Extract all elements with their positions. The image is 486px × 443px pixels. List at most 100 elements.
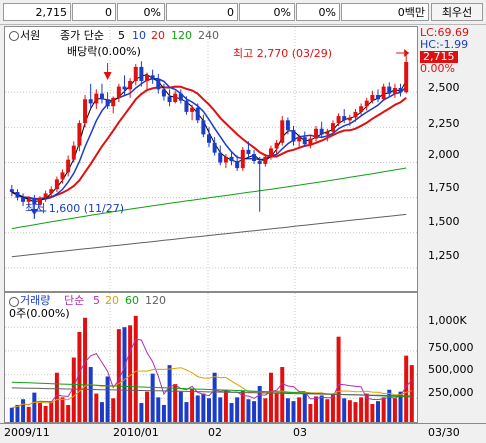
candle-body [297, 137, 302, 142]
volume-bar [26, 406, 31, 422]
ma-legend-prefix: 종가 단순 [60, 29, 104, 42]
field-4: 0% [296, 3, 340, 21]
candle-body [252, 154, 257, 162]
volume-bar [32, 392, 37, 422]
ma-5-label: 5 [118, 29, 125, 42]
vol-ma-5-line [11, 338, 413, 409]
vol-ma-20-label: 20 [105, 294, 119, 307]
volume-chart [5, 293, 417, 422]
candle-body [246, 149, 251, 155]
ma-20-line [11, 85, 407, 201]
change-pct-field: 0% [117, 3, 165, 21]
volume-bar [325, 399, 330, 422]
candle-body [308, 138, 313, 145]
candle-body [156, 79, 161, 90]
candle-body [111, 97, 116, 107]
volume-bar [71, 357, 76, 422]
candle-body [77, 123, 82, 146]
candle-body [161, 89, 166, 97]
price-axis: LC:69.69 HC:-1.99 2,715 0.00% 2,500 2,25… [418, 26, 486, 292]
volume-sub-label: 0주(0.00%) [9, 307, 70, 320]
max-price-label: 최고 2,770 (03/29) [233, 47, 333, 60]
volume-bar [195, 395, 200, 422]
volume-bar [116, 329, 121, 422]
candle-body [37, 197, 42, 205]
candle-body [330, 123, 335, 132]
volume-bar [77, 331, 82, 422]
ma-240-label: 240 [198, 29, 219, 42]
price-tick: 2,500 [428, 81, 460, 94]
ma-240-line [11, 213, 407, 258]
volume-bar [111, 398, 116, 422]
volume-bar [133, 315, 138, 422]
hc-label: HC:-1.99 [420, 38, 469, 51]
volume-bar [376, 401, 381, 422]
volume-bar [274, 393, 279, 422]
volume-bar [336, 336, 341, 422]
volume-bar [150, 373, 155, 422]
radio-label[interactable]: 서원 [20, 29, 41, 42]
candle-body [387, 86, 392, 94]
volume-bar [302, 393, 307, 422]
candle-body [223, 156, 228, 163]
volume-bar [347, 400, 352, 422]
volume-bar [342, 398, 347, 422]
volume-bar [240, 390, 245, 422]
vol-ma-20-line [11, 367, 412, 409]
min-price-label: 최저 1,600 (11/27) [25, 202, 125, 215]
candle-body [207, 134, 211, 143]
volume-bar [353, 402, 358, 422]
volume-bar [398, 391, 403, 422]
ma-20-label: 20 [151, 29, 165, 42]
radio-icon[interactable] [9, 297, 19, 307]
pct-label: 0.00% [420, 62, 455, 75]
volume-bar [268, 372, 273, 422]
volume-bar [173, 384, 178, 422]
volume-bar [246, 399, 251, 422]
volume-bar [257, 385, 262, 422]
candle-body [280, 120, 285, 143]
candle-body [398, 87, 403, 93]
candle-body [173, 93, 178, 103]
candle-body [71, 145, 76, 160]
candle-body [314, 128, 319, 139]
volume-tick: 250,000 [428, 386, 474, 399]
field-4-value: 0% [318, 6, 336, 19]
candle-body [88, 99, 93, 104]
candle-body [43, 193, 48, 198]
price-chart [5, 27, 417, 291]
volume-bar [178, 391, 183, 422]
candle-body [60, 172, 65, 180]
candle-body [195, 107, 200, 121]
change-field: 0 [72, 3, 116, 21]
volume-chart-panel[interactable]: 거래량 단순 5 20 60 120 0주(0.00%) [4, 292, 418, 423]
vol-ma-60-label: 60 [125, 294, 139, 307]
price-chart-panel[interactable]: 서원 종가 단순 5 10 20 120 240 배당락(0.00%) 최고 2… [4, 26, 418, 292]
volume-bar [297, 397, 302, 422]
volume-bar [229, 403, 234, 422]
volume-bar [145, 391, 150, 422]
volume-tick: 1,000K [428, 314, 467, 327]
volume-bar [291, 401, 296, 422]
candle-body [145, 75, 150, 81]
candle-body [105, 99, 110, 107]
price-value: 2,715 [35, 6, 68, 19]
volume-bar [235, 397, 240, 422]
volume-bar [314, 396, 319, 422]
field-3-value: 0% [273, 6, 291, 19]
candle-body [184, 100, 189, 112]
radio-icon[interactable] [9, 31, 19, 41]
best-price-button[interactable]: 최우선 [431, 3, 483, 21]
volume-bar [105, 376, 110, 422]
volume-bar [319, 395, 324, 422]
volume-field: 0백만 [341, 3, 429, 21]
candle-body [54, 179, 59, 190]
x-label: 03 [293, 426, 307, 439]
candle-body [128, 80, 133, 90]
candle-body [392, 87, 397, 94]
candle-body [83, 99, 88, 124]
candle-body [285, 120, 290, 131]
volume-bar [404, 355, 409, 422]
volume-bar [94, 393, 99, 422]
candle-body [49, 189, 54, 194]
